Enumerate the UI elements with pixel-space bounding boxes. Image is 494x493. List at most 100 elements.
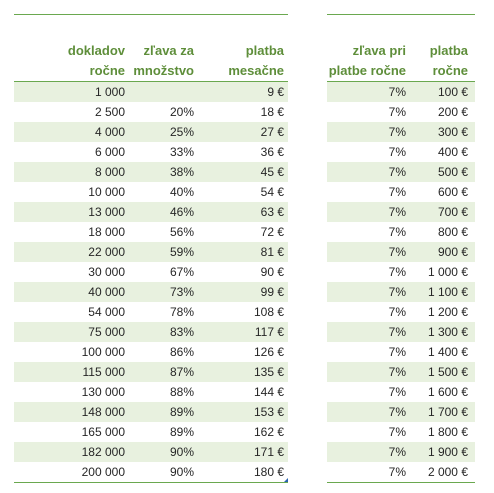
cell-documents: 10 000 xyxy=(88,185,125,199)
cell-discount: 89% xyxy=(169,425,194,439)
cell-discount: 67% xyxy=(169,265,194,279)
cell-discount: 83% xyxy=(169,325,194,339)
table-row: 7% 1 900 € xyxy=(327,442,475,462)
cell-yearly-discount: 7% xyxy=(388,445,406,459)
cell-yearly-discount: 7% xyxy=(388,305,406,319)
cell-yearly-payment: 1 100 € xyxy=(427,285,468,299)
pricing-table-monthly: dokladov ročne zľava za množstvo platba … xyxy=(14,14,288,483)
cell-monthly-payment: 162 € xyxy=(253,425,284,439)
cell-yearly-discount: 7% xyxy=(388,165,406,179)
cell-monthly-payment: 36 € xyxy=(260,145,284,159)
pricing-table-yearly: zľava pri platbe ročne platba ročne 7% 10… xyxy=(327,14,475,483)
cell-documents: 13 000 xyxy=(88,205,125,219)
table-row: 8 000 38% 45 € xyxy=(14,162,288,182)
cell-yearly-payment: 1 800 € xyxy=(427,425,468,439)
cell-yearly-payment: 100 € xyxy=(437,85,468,99)
header-line: zľava za xyxy=(143,43,194,58)
cell-yearly-discount: 7% xyxy=(388,285,406,299)
cell-monthly-payment: 117 € xyxy=(254,325,284,339)
table-row: 7% 1 800 € xyxy=(327,422,475,442)
cell-yearly-payment: 1 300 € xyxy=(427,325,468,339)
table-row: 7% 1 500 € xyxy=(327,362,475,382)
cell-yearly-payment: 200 € xyxy=(437,105,468,119)
table-row: 7% 700 € xyxy=(327,202,475,222)
table-row: 7% 2 000 € xyxy=(327,462,475,483)
table-row: 7% 400 € xyxy=(327,142,475,162)
cell-discount: 38% xyxy=(169,165,194,179)
cell-yearly-payment: 300 € xyxy=(437,125,468,139)
cell-documents: 165 000 xyxy=(81,425,125,439)
header-line: platbe ročne xyxy=(328,63,406,78)
header-volume-discount: zľava za množstvo xyxy=(133,41,194,81)
cell-documents: 18 000 xyxy=(88,225,125,239)
table-row: 18 000 56% 72 € xyxy=(14,222,288,242)
table-row: 6 000 33% 36 € xyxy=(14,142,288,162)
table-row: 13 000 46% 63 € xyxy=(14,202,288,222)
header-line: ročne xyxy=(432,63,468,78)
header-yearly-discount: zľava pri platbe ročne xyxy=(329,41,406,81)
table-row: 7% 1 200 € xyxy=(327,302,475,322)
table-row: 130 000 88% 144 € xyxy=(14,382,288,402)
cell-yearly-discount: 7% xyxy=(388,225,406,239)
cell-yearly-discount: 7% xyxy=(388,465,406,479)
header-line: dokladov xyxy=(67,43,125,58)
cell-monthly-payment: 63 € xyxy=(260,205,284,219)
cell-monthly-payment: 135 € xyxy=(253,365,284,379)
table-row: 115 000 87% 135 € xyxy=(14,362,288,382)
table-row: 7% 200 € xyxy=(327,102,475,122)
table-row: 40 000 73% 99 € xyxy=(14,282,288,302)
cell-yearly-payment: 1 400 € xyxy=(427,345,468,359)
cell-yearly-discount: 7% xyxy=(388,405,406,419)
table-row: 165 000 89% 162 € xyxy=(14,422,288,442)
header-line: zľava pri xyxy=(352,43,406,58)
cell-yearly-payment: 2 000 € xyxy=(427,465,468,479)
cell-documents: 115 000 xyxy=(82,365,126,379)
cell-yearly-discount: 7% xyxy=(388,145,406,159)
cell-documents: 148 000 xyxy=(81,405,125,419)
header-documents-per-year: dokladov ročne xyxy=(68,41,125,81)
table-body: 7% 100 € 7% 200 € 7% 300 € 7% 400 € 7% 500 € 7% 600… xyxy=(327,82,475,483)
cell-monthly-payment: 81 € xyxy=(260,245,284,259)
cell-discount: 89% xyxy=(169,405,194,419)
cell-monthly-payment: 72 € xyxy=(260,225,284,239)
cell-discount: 25% xyxy=(169,125,194,139)
cell-discount: 90% xyxy=(169,465,194,479)
cell-documents: 40 000 xyxy=(88,285,125,299)
cell-discount: 59% xyxy=(169,245,194,259)
cell-documents: 54 000 xyxy=(88,305,125,319)
table-row: 7% 900 € xyxy=(327,242,475,262)
cell-documents: 130 000 xyxy=(81,385,125,399)
header-line: ročne xyxy=(89,63,125,78)
table-row: 7% 100 € xyxy=(327,82,475,102)
cell-yearly-discount: 7% xyxy=(388,245,406,259)
cell-discount: 87% xyxy=(169,365,194,379)
table-row: 7% 1 400 € xyxy=(327,342,475,362)
cell-discount: 56% xyxy=(169,225,194,239)
table-row: 22 000 59% 81 € xyxy=(14,242,288,262)
cell-monthly-payment: 27 € xyxy=(260,125,284,139)
header-monthly-payment: platba mesačne xyxy=(228,41,284,81)
cell-discount: 88% xyxy=(169,385,194,399)
table-row: 4 000 25% 27 € xyxy=(14,122,288,142)
cell-documents: 200 000 xyxy=(81,465,125,479)
cell-documents: 2 500 xyxy=(94,105,125,119)
cell-discount: 73% xyxy=(169,285,194,299)
cell-monthly-payment: 90 € xyxy=(260,265,284,279)
cell-yearly-payment: 400 € xyxy=(437,145,468,159)
cell-yearly-payment: 900 € xyxy=(437,245,468,259)
cell-yearly-discount: 7% xyxy=(388,265,406,279)
table-body: 1 000 9 € 2 500 20% 18 € 4 000 25% 27 € 6 000 33%… xyxy=(14,82,288,483)
cell-documents: 100 000 xyxy=(81,345,125,359)
table-row: 100 000 86% 126 € xyxy=(14,342,288,362)
header-line: množstvo xyxy=(133,63,194,78)
cell-documents: 1 000 xyxy=(94,85,125,99)
table-row: 10 000 40% 54 € xyxy=(14,182,288,202)
cell-yearly-payment: 500 € xyxy=(437,165,468,179)
cell-monthly-payment: 108 € xyxy=(253,305,284,319)
cell-monthly-payment: 54 € xyxy=(260,185,284,199)
resize-handle[interactable] xyxy=(284,478,288,482)
table-row: 7% 500 € xyxy=(327,162,475,182)
header-line: mesačne xyxy=(228,63,284,78)
table-row: 7% 1 600 € xyxy=(327,382,475,402)
cell-yearly-payment: 1 000 € xyxy=(427,265,468,279)
